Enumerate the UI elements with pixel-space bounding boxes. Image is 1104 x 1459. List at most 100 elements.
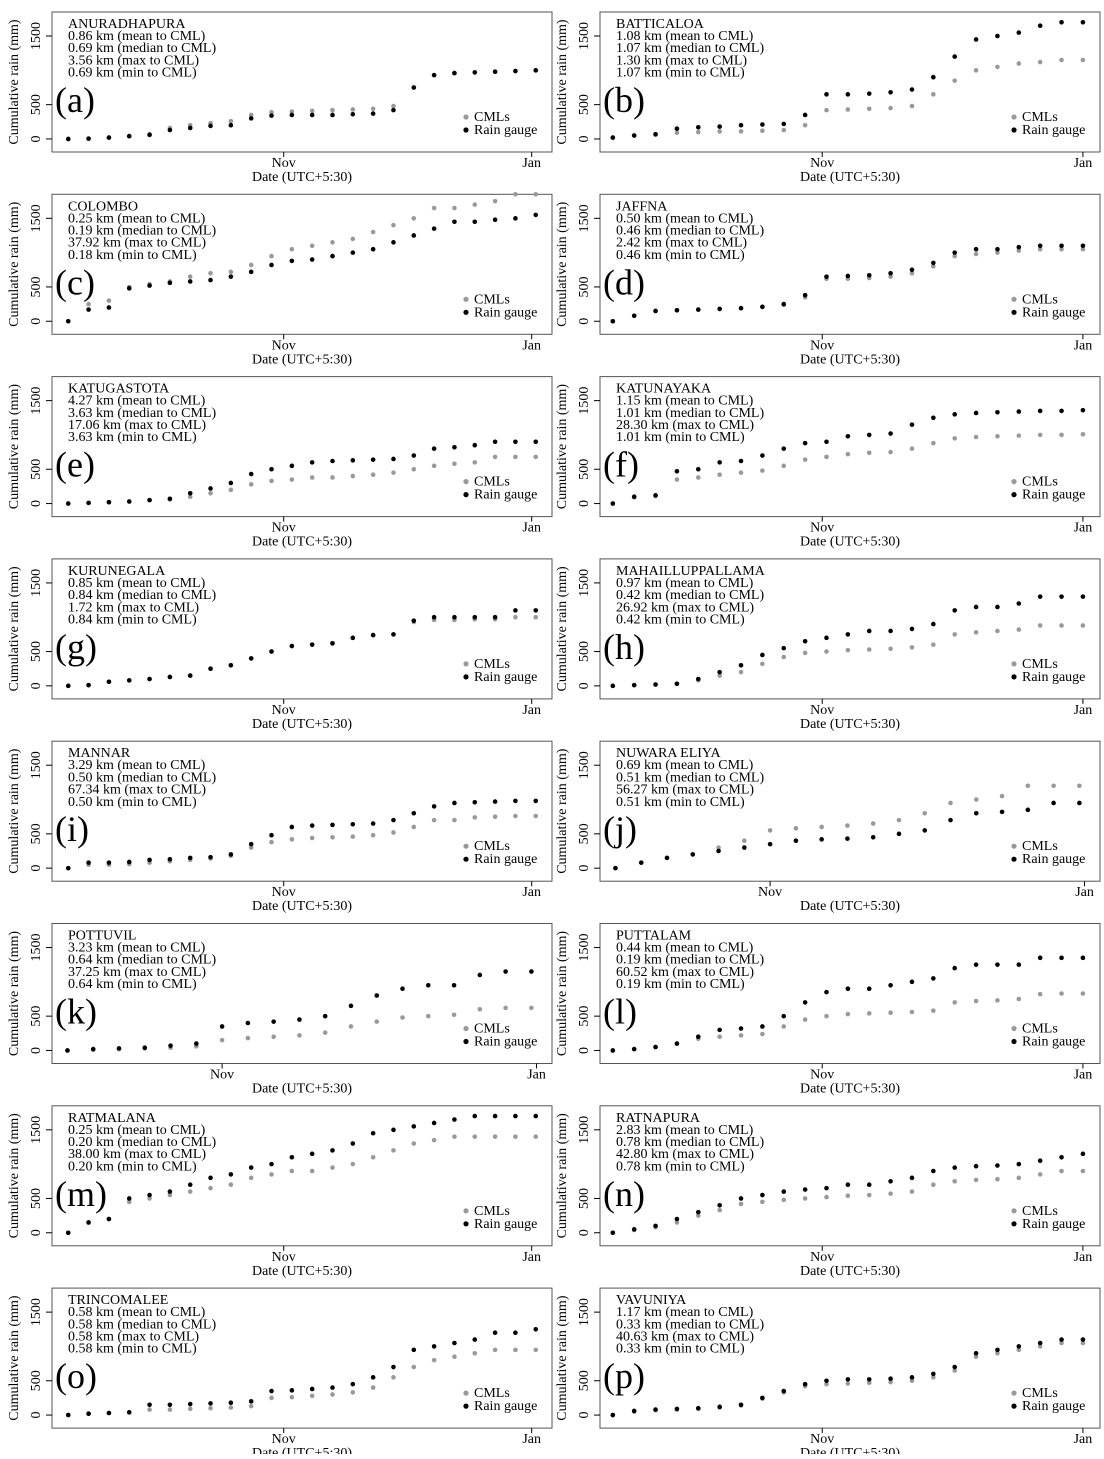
data-point xyxy=(931,1008,936,1013)
data-point xyxy=(999,809,1005,815)
data-point xyxy=(1080,594,1086,599)
station-stat: 0.69 km (mean to CML) xyxy=(616,758,754,773)
data-point xyxy=(1037,955,1043,961)
legend-label: CMLs xyxy=(474,475,510,490)
data-point xyxy=(248,1175,254,1181)
data-point xyxy=(297,1017,302,1022)
data-point xyxy=(866,647,872,652)
data-point xyxy=(529,969,534,974)
panel-label: (h) xyxy=(603,627,645,667)
data-point xyxy=(391,1375,396,1380)
data-point xyxy=(269,113,274,118)
data-point xyxy=(690,852,696,857)
data-point xyxy=(781,1197,787,1203)
data-point xyxy=(1016,627,1022,632)
data-point xyxy=(533,192,539,197)
y-tick-label: 500 xyxy=(29,276,44,297)
data-point xyxy=(995,250,1000,255)
legend-label: Rain gauge xyxy=(474,670,537,685)
data-point xyxy=(167,856,173,862)
plot-frame xyxy=(599,558,1101,700)
data-point xyxy=(208,854,213,860)
data-point xyxy=(228,274,234,279)
data-point xyxy=(167,280,173,286)
x-axis-label: Date (UTC+5:30) xyxy=(800,1082,900,1097)
station-stat: 0.58 km (max to CML) xyxy=(68,1330,199,1345)
y-axis-label: Cumulative rain (mm) xyxy=(7,931,22,1057)
y-tick-label: 0 xyxy=(577,1047,592,1054)
data-point xyxy=(1016,962,1022,967)
data-point xyxy=(106,679,112,685)
data-point xyxy=(431,817,437,823)
data-point xyxy=(888,982,893,988)
data-point xyxy=(513,1330,518,1336)
data-point xyxy=(472,202,478,207)
data-point xyxy=(431,205,437,211)
data-point xyxy=(674,1041,680,1046)
data-point xyxy=(781,645,787,651)
data-point xyxy=(269,478,274,484)
data-point xyxy=(674,681,680,687)
station-stat: 0.19 km (min to CML) xyxy=(616,977,745,992)
data-point xyxy=(1059,991,1064,996)
data-point xyxy=(674,1216,680,1222)
x-tick-label: Jan xyxy=(522,521,541,536)
data-point xyxy=(228,269,234,275)
data-point xyxy=(695,1213,701,1218)
station-stat: 0.42 km (median to CML) xyxy=(616,588,764,603)
data-point xyxy=(322,1013,328,1019)
data-point xyxy=(208,277,213,283)
data-point xyxy=(411,1141,417,1146)
data-point xyxy=(931,621,936,627)
data-point xyxy=(952,1178,958,1184)
data-point xyxy=(638,860,644,865)
panel-label: (g) xyxy=(55,627,97,667)
x-tick-label: Jan xyxy=(522,1250,541,1265)
data-point xyxy=(187,673,193,678)
data-point xyxy=(391,470,396,475)
data-point xyxy=(802,1000,808,1005)
data-point xyxy=(187,855,193,861)
data-point xyxy=(65,683,71,689)
data-point xyxy=(931,415,936,421)
legend-marker xyxy=(463,661,469,667)
data-point xyxy=(1080,1168,1086,1174)
legend-marker xyxy=(463,856,469,862)
data-point xyxy=(533,614,539,620)
data-point xyxy=(472,815,478,820)
data-point xyxy=(330,240,335,245)
data-point xyxy=(909,270,915,276)
station-stat: 1.08 km (mean to CML) xyxy=(616,29,754,44)
data-point xyxy=(269,839,274,845)
data-point xyxy=(289,1154,295,1160)
x-axis-label: Date (UTC+5:30) xyxy=(800,1446,900,1454)
data-point xyxy=(452,800,457,806)
data-point xyxy=(330,1165,335,1170)
data-point xyxy=(330,1148,335,1153)
legend-marker xyxy=(1011,309,1017,315)
data-point xyxy=(973,251,979,257)
data-point xyxy=(472,70,478,75)
data-point xyxy=(631,313,637,319)
data-point xyxy=(845,92,851,97)
station-stat: 1.72 km (max to CML) xyxy=(68,600,199,615)
data-point xyxy=(717,1027,722,1033)
legend-marker xyxy=(1011,479,1017,485)
data-point xyxy=(370,246,376,252)
station-name: MANNAR xyxy=(68,746,131,761)
data-point xyxy=(431,226,437,231)
y-tick-label: 0 xyxy=(577,1229,592,1236)
x-tick-label: Nov xyxy=(272,521,296,536)
x-tick-label: Jan xyxy=(522,338,541,353)
x-tick-label: Nov xyxy=(810,1432,834,1447)
legend-label: CMLs xyxy=(1022,839,1058,854)
data-point xyxy=(973,1163,979,1169)
station-stat: 0.20 km (median to CML) xyxy=(68,1135,216,1150)
data-point xyxy=(513,813,518,819)
data-point xyxy=(452,1354,457,1360)
y-tick-label: 1500 xyxy=(29,569,44,597)
station-stat: 56.27 km (max to CML) xyxy=(616,783,754,798)
y-tick-label: 0 xyxy=(29,1412,44,1419)
data-point xyxy=(245,1020,251,1026)
